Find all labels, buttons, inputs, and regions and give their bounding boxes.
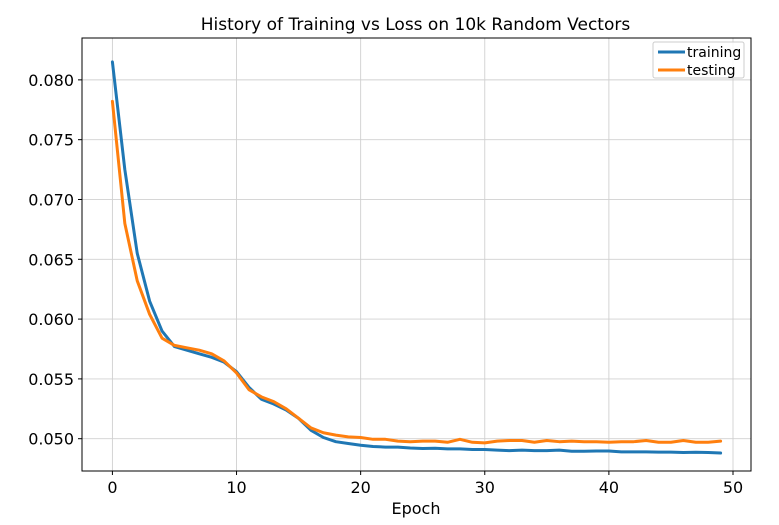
x-axis-label: Epoch xyxy=(392,499,441,518)
series-line-testing xyxy=(110,99,723,445)
legend-label-training: training xyxy=(687,45,741,61)
y-tick-label: 0.060 xyxy=(28,310,74,329)
x-tick-label: 30 xyxy=(475,478,495,497)
series-line-training xyxy=(110,60,723,455)
x-tick-label: 10 xyxy=(226,478,246,497)
series-lines xyxy=(110,60,723,455)
chart-title: History of Training vs Loss on 10k Rando… xyxy=(201,15,631,35)
y-tick-label: 0.075 xyxy=(28,131,74,150)
y-tick-label: 0.065 xyxy=(28,250,74,269)
legend-label-testing: testing xyxy=(687,63,736,79)
x-tick-label: 20 xyxy=(350,478,370,497)
plot-area-frame xyxy=(81,37,752,472)
y-tick-label: 0.070 xyxy=(28,190,74,209)
legend: training testing xyxy=(652,41,745,79)
x-tick-label: 40 xyxy=(599,478,619,497)
axis-ticks: 0 10 20 30 40 50 0.050 0.055 0.060 0.065 0.070 0.07… xyxy=(28,71,743,497)
y-tick-label: 0.055 xyxy=(28,370,74,389)
y-tick-label: 0.050 xyxy=(28,430,74,449)
x-tick-label: 0 xyxy=(107,478,117,497)
grid xyxy=(82,38,751,471)
y-tick-label: 0.080 xyxy=(28,71,74,90)
x-tick-label: 50 xyxy=(723,478,743,497)
